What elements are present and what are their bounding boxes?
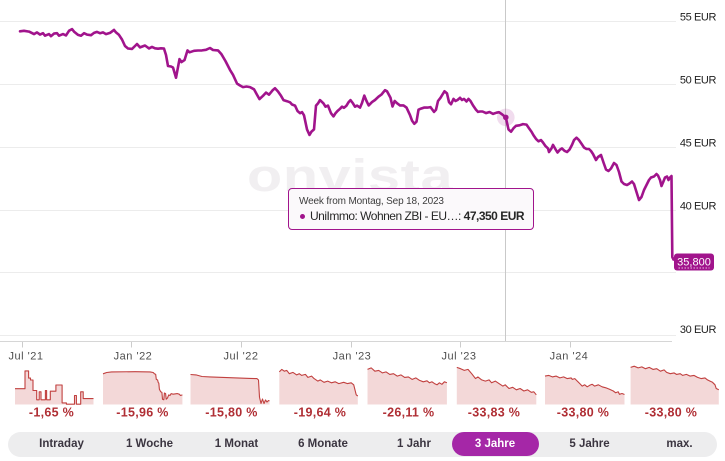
svg-text:Jul '22: Jul '22 — [224, 350, 259, 362]
svg-text:-33,80 %: -33,80 % — [557, 406, 609, 420]
svg-text:Jan '24: Jan '24 — [550, 350, 589, 362]
svg-text:40 EUR: 40 EUR — [680, 201, 717, 213]
svg-text:-15,80 %: -15,80 % — [205, 406, 257, 420]
svg-text:-19,64 %: -19,64 % — [294, 406, 346, 420]
svg-text:Jan '22: Jan '22 — [114, 350, 153, 362]
svg-text:-33,80 %: -33,80 % — [645, 406, 697, 420]
svg-text:Jan '23: Jan '23 — [333, 350, 372, 362]
svg-text:Jul '21: Jul '21 — [9, 350, 44, 362]
svg-text:55 EUR: 55 EUR — [680, 12, 717, 24]
svg-text:50 EUR: 50 EUR — [680, 75, 717, 87]
svg-text:35,800: 35,800 — [677, 257, 711, 269]
svg-text:-1,65 %: -1,65 % — [29, 406, 74, 420]
svg-text:30 EUR: 30 EUR — [680, 324, 717, 336]
svg-text:Jul '23: Jul '23 — [442, 350, 477, 362]
svg-text:-15,96 %: -15,96 % — [116, 406, 168, 420]
svg-text:45 EUR: 45 EUR — [680, 138, 717, 150]
svg-text:-33,83 %: -33,83 % — [468, 406, 520, 420]
svg-text:-26,11 %: -26,11 % — [383, 406, 435, 420]
